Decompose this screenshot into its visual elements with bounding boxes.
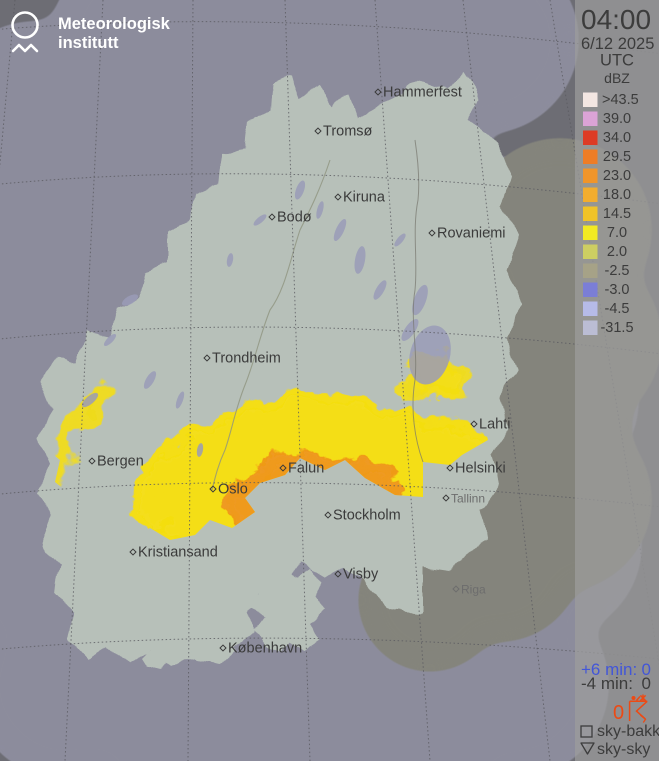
svg-text:23.0: 23.0 — [603, 168, 631, 184]
svg-text:Lahti: Lahti — [479, 417, 510, 433]
svg-text:institutt: institutt — [58, 34, 119, 52]
svg-text:Meteorologisk: Meteorologisk — [58, 15, 171, 33]
svg-text:39.0: 39.0 — [603, 111, 631, 127]
svg-text:Rovaniemi: Rovaniemi — [437, 226, 506, 242]
svg-text:-4.5: -4.5 — [605, 301, 630, 317]
svg-text:Helsinki: Helsinki — [455, 461, 506, 477]
svg-text:29.5: 29.5 — [603, 149, 631, 165]
svg-text:UTC: UTC — [600, 52, 634, 70]
svg-text:Bodø: Bodø — [277, 210, 312, 226]
svg-text:København: København — [228, 641, 302, 657]
svg-text:-2.5: -2.5 — [605, 263, 630, 279]
svg-text:14.5: 14.5 — [603, 206, 631, 222]
svg-text:Trondheim: Trondheim — [212, 351, 281, 367]
svg-text:Kristiansand: Kristiansand — [138, 545, 218, 561]
svg-text:sky-sky: sky-sky — [597, 741, 650, 758]
svg-text:2.0: 2.0 — [607, 244, 627, 260]
svg-text:dBZ: dBZ — [604, 70, 630, 86]
svg-text:Riga: Riga — [461, 583, 486, 597]
svg-text:Kiruna: Kiruna — [343, 190, 386, 206]
svg-text:6/12 2025: 6/12 2025 — [581, 35, 654, 53]
svg-text:-4 min:: -4 min: — [581, 674, 633, 693]
svg-text:Bergen: Bergen — [97, 454, 144, 470]
svg-text:Tallinn: Tallinn — [451, 492, 485, 506]
svg-text:-3.0: -3.0 — [605, 282, 630, 298]
svg-text:0: 0 — [642, 674, 651, 693]
svg-text:Visby: Visby — [343, 567, 379, 583]
svg-text:34.0: 34.0 — [603, 130, 631, 146]
svg-text:0: 0 — [613, 702, 624, 724]
svg-text:Falun: Falun — [288, 461, 324, 477]
svg-text:Hammerfest: Hammerfest — [383, 85, 462, 101]
svg-text:sky-bakke: sky-bakke — [597, 723, 659, 740]
svg-text:Tromsø: Tromsø — [323, 124, 373, 140]
svg-text:18.0: 18.0 — [603, 187, 631, 203]
svg-text:04:00: 04:00 — [581, 4, 651, 35]
svg-text:-31.5: -31.5 — [600, 320, 633, 336]
svg-text:7.0: 7.0 — [607, 225, 627, 241]
svg-text:>43.5: >43.5 — [602, 92, 639, 108]
svg-text:Oslo: Oslo — [218, 482, 248, 498]
svg-text:Stockholm: Stockholm — [333, 508, 401, 524]
